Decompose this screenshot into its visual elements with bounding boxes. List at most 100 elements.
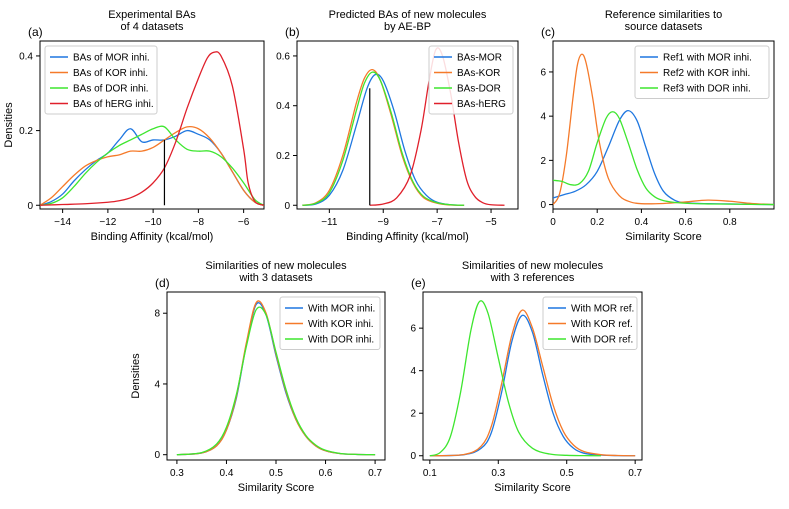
x-axis-label: Binding Affinity (kcal/mol)	[346, 231, 469, 243]
y-tick-label: 0.4	[276, 101, 290, 112]
legend-box	[428, 45, 514, 115]
series-line-blue	[40, 128, 264, 206]
series-line-green	[40, 125, 264, 206]
x-axis-label: Similarity Score	[625, 231, 701, 243]
series-group	[302, 47, 505, 206]
series-line-blue	[302, 73, 465, 206]
x-axis-label: Similarity Score	[238, 482, 314, 494]
y-axis-label: Densities	[130, 353, 142, 399]
y-tick-label: 4	[410, 366, 416, 377]
legend-entry: BAs-MOR	[457, 53, 502, 64]
x-tick-label: −8	[193, 217, 205, 228]
x-tick-label: 0.3	[170, 468, 184, 479]
y-tick-label: 0.4	[19, 51, 33, 62]
y-tick-label: 0	[154, 450, 160, 461]
axes-frame	[422, 291, 643, 461]
x-tick-label: 0.6	[679, 217, 693, 228]
y-tick-label: 0.6	[276, 51, 290, 62]
x-tick-label: −12	[99, 217, 116, 228]
legend-entry: Ref2 with KOR inhi.	[663, 68, 750, 79]
y-tick-label: 4	[154, 379, 160, 390]
legend-entry: With DOR ref.	[571, 335, 633, 346]
legend-entry: With KOR ref.	[571, 319, 633, 330]
legend-box	[44, 45, 158, 115]
panel-title-line: Similarities of new molecules	[462, 260, 604, 272]
legend-entry: Ref1 with MOR inhi.	[663, 53, 752, 64]
y-tick-label: 0	[540, 200, 546, 211]
x-tick-label: 0.5	[269, 468, 283, 479]
legend-entry: BAs-KOR	[457, 68, 500, 79]
legend-entry: BAs of hERG inhi.	[73, 99, 154, 110]
panel-title-line: of 4 datasets	[121, 21, 184, 33]
panel-title-line: with 3 references	[490, 272, 575, 284]
x-tick-label: 0	[550, 217, 556, 228]
x-tick-label: 0.3	[491, 468, 505, 479]
legend-entry: BAs of DOR inhi.	[73, 84, 149, 95]
x-tick-label: 0.8	[723, 217, 737, 228]
x-axis-label: Binding Affinity (kcal/mol)	[91, 231, 214, 243]
axes-frame	[296, 40, 519, 210]
panel-title-line: Predicted BAs of new molecules	[329, 9, 487, 21]
series-line-blue	[429, 314, 636, 457]
legend-box	[542, 296, 638, 350]
y-tick-label: 0	[27, 201, 33, 212]
series-line-orange	[429, 309, 636, 457]
x-tick-label: −7	[431, 217, 443, 228]
y-tick-label: 2	[410, 409, 416, 420]
x-tick-label: −11	[321, 217, 338, 228]
series-line-orange	[40, 125, 264, 206]
y-tick-label: 0.2	[19, 126, 33, 137]
axes-frame	[552, 40, 775, 210]
legend-entry: With MOR inhi.	[308, 304, 375, 315]
panel-title-line: source datasets	[625, 21, 703, 33]
x-tick-label: 0.5	[560, 468, 574, 479]
x-tick-label: 0.7	[368, 468, 382, 479]
panel-title-line: with 3 datasets	[238, 272, 313, 284]
x-tick-label: 0.4	[634, 217, 648, 228]
series-group	[553, 53, 774, 206]
legend-entry: BAs-hERG	[457, 99, 506, 110]
x-tick-label: −14	[54, 217, 71, 228]
panel-label: (d)	[155, 276, 170, 290]
x-tick-label: 0.4	[220, 468, 234, 479]
series-group	[40, 51, 264, 206]
y-tick-label: 0	[284, 201, 290, 212]
legend-entry: BAs of MOR inhi.	[73, 53, 150, 64]
y-tick-label: 4	[540, 112, 546, 123]
y-tick-label: 6	[540, 67, 546, 78]
series-group	[176, 300, 376, 456]
panel-title-line: Reference similarities to	[605, 9, 722, 21]
y-tick-label: 8	[154, 309, 160, 320]
legend-box	[279, 296, 381, 350]
legend-entry: BAs of KOR inhi.	[73, 68, 148, 79]
legend-entry: Ref3 with DOR inhi.	[663, 84, 751, 95]
y-axis-label: Densities	[3, 102, 15, 148]
y-tick-label: 6	[410, 324, 416, 335]
x-tick-label: 0.6	[319, 468, 333, 479]
x-tick-label: −5	[485, 217, 497, 228]
panel-label: (c)	[541, 25, 555, 39]
x-axis-label: Similarity Score	[494, 482, 570, 494]
series-group	[429, 300, 636, 457]
series-line-green	[302, 71, 465, 206]
panel-title-line: Similarities of new molecules	[205, 260, 347, 272]
x-tick-label: −9	[378, 217, 390, 228]
series-line-green	[553, 111, 774, 206]
x-tick-label: 0.7	[628, 468, 642, 479]
legend-entry: With DOR inhi.	[308, 335, 374, 346]
panel-label: (a)	[28, 25, 43, 39]
legend-entry: With MOR ref.	[571, 304, 634, 315]
panel-title-line: Experimental BAs	[108, 9, 196, 21]
series-line-green	[176, 306, 376, 456]
series-line-blue	[553, 109, 774, 206]
x-tick-label: 0.1	[423, 468, 437, 479]
y-tick-label: 0.2	[276, 151, 290, 162]
y-tick-label: 0	[410, 451, 416, 462]
legend-box	[634, 45, 770, 99]
